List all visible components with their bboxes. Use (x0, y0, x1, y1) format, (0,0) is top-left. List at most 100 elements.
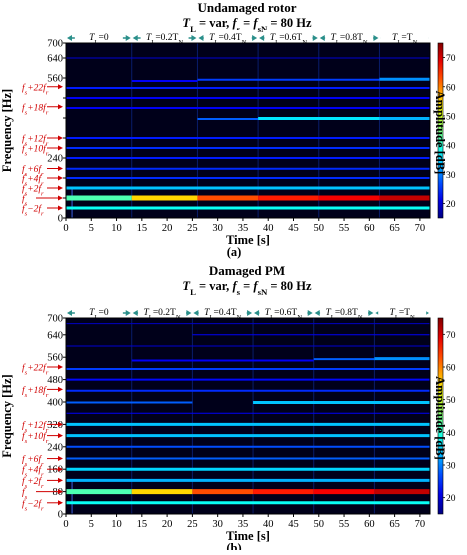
x-axis-label: Time [s] (226, 233, 270, 247)
colorbar-tick-label: 60 (446, 364, 456, 374)
load-segment-5: TL=TN (375, 305, 429, 321)
harmonic-label-7: fs (22, 194, 63, 208)
segment-label: TL=0.8TN (331, 33, 368, 46)
segment-arrow-left-head (259, 35, 265, 41)
load-segment-5: TL=TN (380, 30, 429, 46)
x-axis-label: Time [s] (226, 529, 270, 543)
x-tick-label: 5 (89, 519, 94, 530)
harmonic-label-text: fs (22, 194, 28, 208)
segment-label-bg (138, 305, 187, 316)
x-tick-label: 60 (364, 223, 375, 234)
chart-subtitle: TL = var, fs = fsN = 80 Hz (182, 279, 312, 297)
x-tick-label: 15 (137, 223, 148, 234)
harmonic-label-text: fs+18fr (22, 102, 49, 116)
segment-label: TL=0.2TN (143, 308, 180, 321)
x-tick-label: 30 (212, 223, 223, 234)
harmonic-label-0: fs+22fr (22, 82, 63, 96)
harmonic-label-0: fs+22fr (22, 363, 63, 376)
segment-label-bg (203, 30, 252, 41)
chart-subtitle: TL = var, fs = fsN = 80 Hz (182, 16, 312, 34)
colorbar: 20 30 40 50 60 70 Amplitude [dB] (433, 317, 456, 515)
harmonic-label-text: fs (22, 487, 28, 501)
colorbar: 20 30 40 50 60 70 Amplitude [dB] (433, 42, 456, 219)
segment-label: TL=0 (89, 308, 109, 321)
segment-arrow-left-head (132, 35, 138, 41)
harmonic-arrow-head (58, 175, 63, 181)
segment-arrow-right-head (191, 35, 197, 41)
harmonic-arrow-head (58, 489, 63, 495)
chart-title: Damaged PM (209, 263, 285, 278)
harmonic-arrow-head (58, 466, 63, 472)
colorbar-label: Amplitude [dB] (433, 91, 447, 175)
panel-label: (b) (226, 541, 241, 550)
colorbar-tick-label: 70 (446, 54, 456, 64)
colorbar-label: Amplitude [dB] (433, 376, 447, 460)
harmonic-arrow-head (58, 421, 63, 427)
load-segment-0: TL=0 (67, 30, 131, 46)
x-tick-label: 0 (63, 519, 68, 530)
harmonic-label-8: fs−2fr (22, 204, 63, 217)
y-tick-label: 560 (47, 353, 63, 364)
spectrogram-lines (66, 43, 430, 218)
segment-label: TL=0 (89, 33, 109, 46)
segment-arrow-right-head (368, 310, 374, 316)
y-tick-label: 700 (47, 39, 63, 50)
x-tick-label: 55 (339, 223, 350, 234)
harmonic-arrow-head (58, 477, 63, 483)
segment-label-bg (259, 305, 308, 316)
load-segment-2: TL=0.4TN (193, 305, 253, 321)
harmonic-label-7: fs (22, 487, 63, 501)
segment-arrow-right-head (125, 310, 131, 316)
harmonic-label-text: fs+10fr (22, 431, 49, 445)
harmonic-label-5: fs+4fr (22, 465, 63, 478)
colorbar-tick-label: 60 (446, 83, 456, 93)
x-tick-label: 45 (288, 519, 299, 530)
segment-arrow-right-head (252, 35, 258, 41)
harmonic-label-3: fs+10fr (22, 431, 63, 445)
harmonic-arrow-head (58, 456, 63, 462)
segment-arrow-left-head (193, 310, 199, 316)
y-tick-label: 480 (47, 375, 63, 386)
load-segment-1: TL=0.2TN (132, 30, 197, 46)
x-tick-label: 30 (212, 519, 223, 530)
segment-arrow-left-head (198, 35, 204, 41)
x-tick-label: 65 (389, 519, 400, 530)
colorbar-tick-label: 50 (446, 396, 456, 406)
harmonic-label-text: fs+6fr (22, 454, 44, 468)
x-tick-label: 35 (238, 223, 249, 234)
y-tick-label: 240 (47, 442, 63, 453)
y-tick-label: 160 (47, 465, 63, 476)
load-segment-0: TL=0 (67, 305, 131, 321)
x-tick-label: 65 (389, 223, 400, 234)
segment-label-bg (380, 30, 429, 41)
plot-frame (65, 42, 431, 219)
segment-label-bg (198, 305, 247, 316)
harmonic-label-text: fs−2fr (22, 498, 44, 512)
y-tick-label: 700 (47, 314, 63, 325)
y-tick-label: 560 (47, 74, 63, 85)
colorbar-tick-label: 70 (446, 331, 456, 341)
segment-label-bg (74, 30, 123, 41)
colorbar-tick-label: 40 (446, 429, 456, 439)
segment-label: TL=TN (392, 33, 418, 46)
spectrogram-lines (66, 318, 430, 514)
segment-arrow-left-head (67, 35, 72, 41)
x-tick-label: 20 (162, 223, 173, 234)
y-tick-label: 400 (47, 398, 63, 409)
x-tick-label: 60 (364, 519, 375, 530)
x-tick-label: 55 (339, 519, 350, 530)
load-segment-4: TL=0.8TN (319, 30, 379, 46)
harmonic-arrow-head (58, 500, 63, 506)
harmonic-label-3: fs+10fr (22, 144, 63, 157)
segment-label: TL=0.6TN (270, 33, 307, 46)
colorbar-tick-label: 50 (446, 112, 456, 122)
y-tick-label: 0 (58, 214, 63, 225)
segment-label: TL=0.4TN (209, 33, 246, 46)
harmonic-label-text: fs+22fr (22, 82, 49, 96)
harmonic-label-2: fs+12fr (22, 134, 63, 147)
segment-label: TL=TN (390, 308, 416, 321)
harmonic-label-6: fs+2fr (22, 476, 63, 489)
y-tick-label: 0 (58, 510, 63, 521)
